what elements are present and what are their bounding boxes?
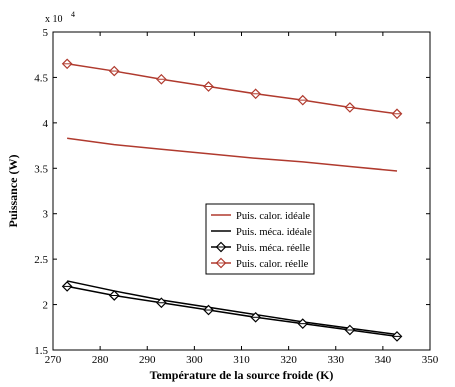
y-tick-label: 3.5 [34, 163, 48, 175]
legend-label: Puis. calor. idéale [236, 211, 310, 222]
x-tick-label: 280 [92, 354, 109, 366]
x-tick-label: 270 [45, 354, 62, 366]
x-tick-label: 310 [233, 354, 250, 366]
x-tick-label: 290 [139, 354, 156, 366]
axis-ticks: 270 280 290 300 310 320 330 340 350 1.5 2 2.5 3 3.5 4 4… [34, 27, 439, 366]
series-layer [61, 58, 403, 342]
legend-label: Puis. méca. réelle [236, 243, 310, 254]
y-tick-label: 5 [43, 27, 49, 39]
y-tick-label: 2 [43, 300, 49, 312]
series-line [67, 63, 398, 115]
series-line [66, 280, 398, 336]
series-3 [61, 58, 403, 120]
x-tick-label: 340 [375, 354, 392, 366]
y-axis-title: Puissance (W) [6, 155, 20, 228]
legend-label: Puis. méca. idéale [236, 227, 312, 238]
y-tick-label: 4 [43, 118, 49, 130]
x-tick-label: 330 [328, 354, 345, 366]
x-tick-label: 320 [280, 354, 297, 366]
y-multiplier-exponent: 4 [71, 10, 75, 19]
series-2 [61, 281, 403, 342]
x-tick-label: 350 [422, 354, 439, 366]
series-1 [66, 280, 398, 336]
legend: Puis. calor. idéale Puis. méca. idéale Pui… [205, 203, 315, 275]
legend-label: Puis. calor. réelle [236, 259, 309, 270]
y-tick-label: 4.5 [34, 72, 48, 84]
y-multiplier-label: x 10 [45, 14, 63, 25]
y-tick-label: 1.5 [34, 345, 48, 357]
series-line [66, 285, 398, 338]
x-axis-title: Température de la source froide (K) [150, 368, 334, 382]
series-0 [67, 137, 398, 172]
series-line [67, 137, 398, 172]
y-tick-label: 3 [43, 209, 49, 221]
y-tick-label: 2.5 [34, 254, 48, 266]
x-tick-label: 300 [186, 354, 203, 366]
